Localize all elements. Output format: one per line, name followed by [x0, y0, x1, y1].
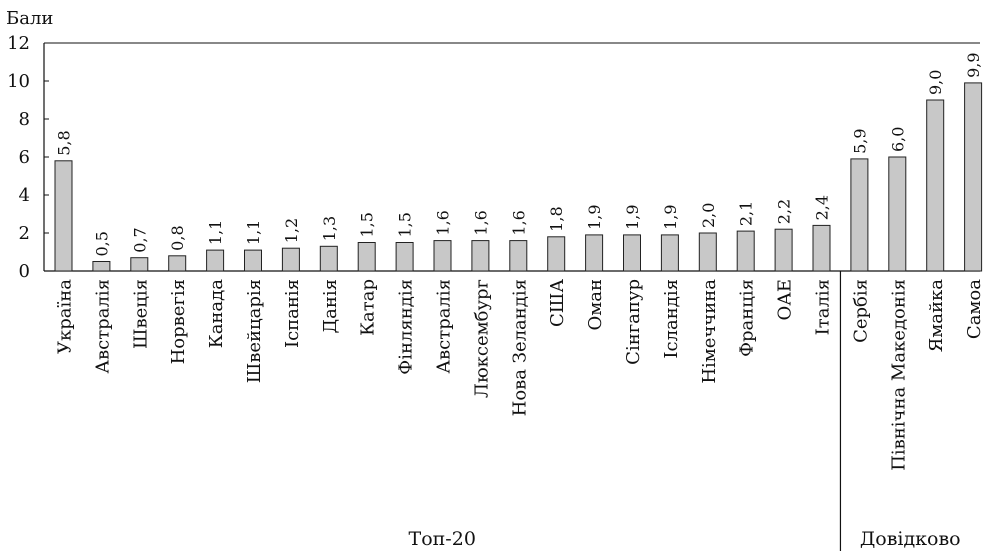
y-tick-label: 12 — [7, 33, 30, 54]
category-label: Німеччина — [699, 279, 720, 384]
value-label: 1,9 — [585, 204, 604, 229]
category-label: Швеція — [130, 279, 151, 349]
category-label: Ісландія — [661, 279, 682, 359]
bar — [547, 236, 566, 272]
category-label: Норвегія — [168, 279, 189, 364]
value-label: 0,8 — [168, 225, 187, 250]
category-label: Оман — [585, 279, 606, 331]
category-label: Канада — [206, 279, 227, 348]
value-label: 0,5 — [92, 231, 111, 256]
y-axis-label: Бали — [6, 8, 53, 29]
category-label: Іспанія — [282, 279, 303, 348]
category-label: Італія — [813, 279, 834, 335]
bar — [812, 224, 831, 272]
value-label: 0,7 — [130, 227, 149, 252]
category-label: Данія — [320, 279, 341, 333]
value-label: 9,0 — [926, 70, 945, 95]
bar — [926, 99, 945, 272]
value-label: 1,6 — [434, 210, 453, 235]
value-label: 2,1 — [737, 201, 756, 226]
category-label: Україна — [55, 279, 76, 354]
category-label: Ямайка — [926, 279, 947, 353]
bar — [660, 234, 679, 272]
value-label: 6,0 — [888, 127, 907, 152]
bar — [92, 261, 111, 272]
value-label: 1,1 — [206, 220, 225, 245]
category-label: ОАЕ — [775, 279, 796, 321]
category-label: Франція — [737, 279, 758, 357]
bar — [850, 158, 869, 272]
value-label: 1,8 — [547, 206, 566, 231]
value-label: 2,0 — [699, 203, 718, 228]
category-label: Фінляндія — [396, 279, 417, 375]
bar — [319, 245, 338, 272]
category-label: США — [547, 279, 568, 327]
bar — [130, 257, 149, 272]
bar — [54, 160, 73, 272]
value-label: 5,8 — [55, 130, 74, 155]
value-label: 1,5 — [396, 212, 415, 237]
bar — [471, 240, 490, 272]
bar — [964, 82, 983, 272]
category-label: Катар — [358, 279, 379, 336]
y-tick-label: 4 — [19, 185, 30, 206]
value-label: 1,6 — [471, 210, 490, 235]
value-label: 1,2 — [282, 218, 301, 243]
bar — [585, 234, 604, 272]
x-axis-labels: Україна Австралія Швеція Норвегія Канада Швей… — [55, 279, 983, 471]
bar — [168, 255, 187, 272]
value-label: 9,9 — [964, 52, 983, 77]
y-tick-label: 10 — [7, 71, 30, 92]
category-label: Північна Македонія — [888, 279, 909, 471]
group-label-reference: Довідково — [860, 528, 961, 550]
value-label: 1,9 — [661, 204, 680, 229]
y-tick-label: 6 — [19, 147, 30, 168]
category-label: Швейцарія — [244, 279, 265, 383]
bar — [244, 249, 262, 272]
value-label: 1,1 — [244, 220, 263, 245]
y-tick-label: 0 — [19, 261, 30, 282]
category-label: Сінгапур — [623, 279, 644, 365]
bar — [509, 240, 528, 272]
bar — [698, 232, 717, 272]
category-label: Люксембург — [471, 279, 492, 398]
bar — [774, 228, 793, 272]
group-label-top20: Топ-20 — [409, 528, 476, 550]
value-labels: 5,8 0,5 0,7 0,8 1,1 1,1 1,2 1,3 1,5 1,5 1,6 1,6 1,6 1… — [55, 52, 983, 256]
value-label: 2,4 — [813, 195, 832, 220]
y-tick-label: 8 — [19, 109, 30, 130]
value-label: 1,5 — [358, 212, 377, 237]
y-axis-ticks: 0 2 4 6 8 10 12 — [7, 33, 49, 282]
bar — [623, 234, 641, 272]
group-labels: Топ-20 Довідково — [409, 271, 961, 551]
value-label: 1,3 — [320, 216, 339, 241]
bar — [433, 240, 452, 272]
category-label: Сербія — [850, 279, 871, 343]
y-tick-label: 2 — [19, 223, 30, 244]
bars — [54, 82, 983, 272]
value-label: 2,2 — [775, 199, 794, 224]
category-label: Самоа — [964, 279, 983, 339]
value-label: 1,6 — [509, 210, 528, 235]
bar — [888, 156, 907, 272]
category-label: Нова Зеландія — [509, 279, 530, 416]
bar — [395, 242, 414, 272]
value-label: 5,9 — [850, 128, 869, 153]
bar — [206, 249, 225, 272]
category-label: Австралія — [92, 279, 113, 374]
bar — [281, 247, 300, 272]
bar — [357, 242, 376, 272]
bar — [736, 230, 755, 272]
category-label: Австралія — [434, 279, 455, 374]
value-label: 1,9 — [623, 204, 642, 229]
